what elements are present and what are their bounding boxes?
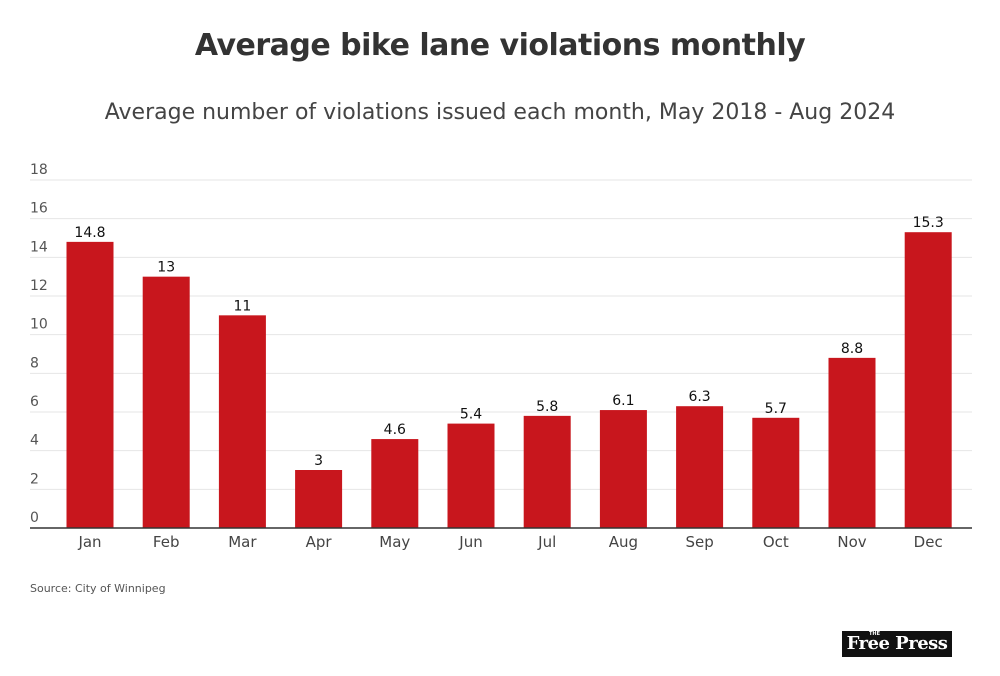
x-tick-label: Aug <box>609 533 638 551</box>
logo-text: Free Press <box>846 633 948 654</box>
y-tick-label: 0 <box>30 510 39 526</box>
bar <box>218 315 266 528</box>
x-tick-label: May <box>379 533 410 551</box>
y-tick-label: 6 <box>30 394 39 410</box>
chart-title: Average bike lane violations monthly <box>194 28 806 63</box>
bar-chart: 0 2 4 6 8 10 12 14 16 18 14.8 Jan 13 Feb 11 Mar 3 Apr 4.6 M… <box>30 162 972 551</box>
data-label: 5.7 <box>765 401 787 417</box>
source-note: Source: City of Winnipeg <box>30 582 166 595</box>
x-tick-label: Jul <box>537 533 556 551</box>
x-tick-label: Nov <box>837 533 866 551</box>
data-label: 6.1 <box>612 393 634 409</box>
free-press-logo: THE Free Press <box>842 631 952 657</box>
data-label: 5.8 <box>536 399 558 415</box>
y-tick-label: 12 <box>30 278 48 294</box>
x-tick-label: Feb <box>153 533 180 551</box>
bar <box>295 470 343 528</box>
data-label: 5.4 <box>460 407 482 423</box>
bar <box>66 241 114 528</box>
x-tick-label: Sep <box>685 533 713 551</box>
y-tick-label: 4 <box>30 433 39 449</box>
data-label: 11 <box>233 298 251 314</box>
data-label: 8.8 <box>841 341 863 357</box>
bar <box>142 276 190 528</box>
data-label: 3 <box>314 453 323 469</box>
x-tick-label: Mar <box>228 533 257 551</box>
x-tick-label: Jun <box>458 533 482 551</box>
bar <box>904 232 952 528</box>
data-label: 14.8 <box>74 225 105 241</box>
data-label: 15.3 <box>913 215 944 231</box>
data-label: 6.3 <box>688 389 710 405</box>
bar <box>371 439 419 528</box>
bar <box>828 357 876 528</box>
x-tick-label: Oct <box>763 533 789 551</box>
y-tick-label: 14 <box>30 239 48 255</box>
data-label: 4.6 <box>384 422 406 438</box>
logo-small-text: THE <box>869 631 881 637</box>
bar <box>523 415 571 528</box>
x-tick-label: Dec <box>914 533 943 551</box>
chart-subtitle: Average number of violations issued each… <box>104 100 896 125</box>
y-tick-label: 18 <box>30 162 48 178</box>
bar <box>752 417 800 528</box>
x-tick-label: Jan <box>77 533 101 551</box>
y-tick-label: 8 <box>30 355 39 371</box>
y-tick-label: 16 <box>30 201 48 217</box>
y-tick-label: 10 <box>30 317 48 333</box>
bar <box>447 423 495 528</box>
bar <box>599 410 647 528</box>
data-label: 13 <box>157 260 175 276</box>
x-tick-label: Apr <box>306 533 333 551</box>
bar <box>676 406 724 528</box>
y-tick-label: 2 <box>30 471 39 487</box>
